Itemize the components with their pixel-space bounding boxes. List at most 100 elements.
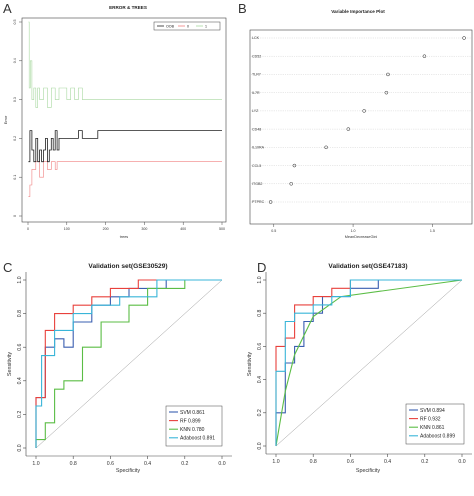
- panel-a-plot-frame: [21, 17, 227, 223]
- panel-c-y-tick-label: 0.6: [17, 343, 23, 350]
- panel-b-point: [422, 54, 427, 58]
- panel-c-y-tick-label: 0.8: [17, 310, 23, 317]
- panel-d-x-tick-label: 0.8: [310, 459, 317, 465]
- panel-c: Validation set(GSE30529) 1.0 0.8 0.6 0.4 0.2…: [7, 263, 232, 474]
- panel-b-variable-label: TLR7: [252, 73, 261, 77]
- panel-c-y-tick-label: 0.4: [17, 377, 23, 384]
- panel-d-x-tick-label: 0.2: [421, 459, 428, 465]
- panel-b-plot-frame: [249, 29, 473, 225]
- panel-d-y-tick-label: 0.6: [257, 343, 263, 350]
- panel-b-x-label: MeanDecreaseGini: [345, 235, 378, 239]
- panel-a-legend-1: 1: [205, 24, 207, 28]
- panel-d-legend: SVM 0.894 RF 0.932 KNN 0.861 Adaboost 0.899: [405, 403, 465, 445]
- panel-d-legend-entry: Adaboost 0.899: [420, 434, 455, 440]
- panel-a-legend-box: [153, 21, 221, 31]
- panel-d-roc-svm: [275, 279, 462, 446]
- panel-b: Variable Importance Plot LCK CD52 TLR7 IL7R…: [249, 9, 473, 239]
- panel-b-variable-label: IL7R: [252, 91, 260, 95]
- panel-d-ticks: 1.0 0.8 0.6 0.4 0.2 0.0 0.0 0.2 0.4 0.6 0.8 1.0: [257, 276, 466, 465]
- panel-d-roc-knn: [275, 279, 463, 447]
- panel-a-x-label: trees: [120, 235, 129, 239]
- panel-letter-b: B: [238, 1, 247, 16]
- panel-d-legend-entry: SVM 0.894: [420, 408, 445, 414]
- panel-c-ticks: 1.0 0.8 0.6 0.4 0.2 0.0 0.0 0.2 0.4 0.6 0.8 1.0: [17, 276, 226, 467]
- panel-a-y-tick-label: 0.3: [13, 97, 17, 102]
- panel-b-point: [292, 163, 297, 168]
- panel-c-legend: SVM 0.861 RF 0.899 KNN 0.780 Adaboost 0.891: [165, 405, 223, 447]
- panel-c-x-tick-label: 0.8: [70, 461, 77, 467]
- panel-b-variable-label: LYZ: [252, 109, 259, 113]
- panel-c-roc-rf: [35, 279, 222, 448]
- panel-c-legend-box: [165, 405, 223, 447]
- panel-c-title: Validation set(GSE30529): [88, 263, 167, 270]
- panel-a-x-tick-label: 0: [27, 227, 29, 231]
- panel-d-y-tick-label: 0.8: [257, 309, 263, 316]
- panel-b-point: [289, 182, 293, 186]
- panel-d-x-tick-label: 0.4: [384, 459, 391, 465]
- panel-letter-d: D: [257, 260, 266, 275]
- panel-c-x-tick-label: 0.2: [181, 461, 188, 467]
- panel-letter-c: C: [3, 260, 12, 275]
- panel-a-x-tick-label: 500: [219, 227, 225, 231]
- panel-c-y-tick-label: 0.2: [17, 411, 23, 418]
- panel-a-line-0: [28, 161, 222, 197]
- panel-c-y-tick-label: 1.0: [17, 276, 23, 283]
- panel-d-legend-entry: RF 0.932: [420, 416, 441, 422]
- panel-c-series: [35, 279, 222, 448]
- panel-a-y-tick-label: 0.2: [13, 136, 17, 141]
- panel-a-y-tick-label: 0.4: [13, 58, 17, 63]
- panel-b-variable-label: CCL5: [252, 164, 261, 168]
- panel-a-legend: OOB 0 1: [153, 21, 221, 31]
- panel-a-y-label: Error: [4, 115, 8, 124]
- panel-b-x-tick-label: 1.0: [351, 229, 356, 233]
- panel-b-x-tick-label: 0.5: [271, 229, 276, 233]
- panel-c-legend-entry: RF 0.899: [180, 418, 201, 424]
- panel-c-x-label: Specificity: [116, 468, 141, 474]
- panel-b-variable-label: ITGB2: [252, 182, 262, 186]
- panel-a-x-tick-label: 300: [141, 227, 147, 231]
- panel-b-variable-label: CD48: [252, 127, 261, 131]
- panel-a-legend-oob: OOB: [166, 24, 175, 28]
- panel-d-x-tick-label: 0.0: [458, 459, 465, 465]
- panel-b-point: [268, 200, 273, 204]
- panel-a-legend-0: 0: [187, 24, 189, 28]
- panel-b-point: [346, 127, 351, 131]
- panel-b-rows: LCK CD52 TLR7 IL7R LYZ CD48 IL10RA CCL5 ITGB2 PTP…: [251, 36, 471, 204]
- panel-d-x-label: Specificity: [356, 468, 381, 474]
- panel-a-x-tick-label: 200: [103, 227, 109, 231]
- panel-b-ticks: 0.5 1.0 1.5: [271, 224, 435, 233]
- panel-d-y-tick-label: 0.0: [257, 442, 263, 449]
- panel-a-line-oob: [28, 130, 222, 163]
- panel-b-variable-label: CD52: [252, 54, 261, 58]
- panel-d-roc-adaboost: [275, 279, 462, 446]
- panel-c-x-tick-label: 0.4: [144, 461, 151, 467]
- panel-c-x-tick-label: 0.0: [218, 461, 225, 467]
- panel-b-variable-label: IL10RA: [252, 146, 265, 150]
- panel-d-y-tick-label: 0.4: [257, 376, 263, 383]
- panel-d-diagonal: [275, 279, 463, 447]
- panel-a-title: ERROR & TREES: [109, 5, 147, 10]
- panel-b-point: [324, 145, 328, 150]
- panel-letter-a: A: [3, 1, 12, 16]
- panel-a: ERROR & TREES 0 100 200 300 400 500 0 0.1 0.2 0.3…: [4, 5, 227, 239]
- panel-d-series: [275, 279, 463, 447]
- panel-d-x-tick-label: 1.0: [272, 459, 279, 465]
- panel-b-point: [462, 36, 466, 40]
- panel-d-y-label: Sensitivity: [247, 352, 253, 377]
- panel-c-legend-entry: SVM 0.861: [180, 410, 205, 416]
- panel-d-y-tick-label: 0.2: [257, 409, 263, 416]
- panel-c-y-label: Sensitivity: [7, 352, 13, 377]
- panel-c-roc-adaboost: [35, 279, 222, 448]
- panel-d-x-tick-label: 0.6: [347, 459, 354, 465]
- panel-a-x-tick-label: 100: [64, 227, 70, 231]
- panel-c-legend-entry: KNN 0.780: [180, 427, 205, 433]
- panel-b-title: Variable Importance Plot: [331, 9, 385, 14]
- panel-b-point: [362, 109, 366, 113]
- panel-b-variable-label: LCK: [252, 36, 260, 40]
- panel-d-y-tick-label: 1.0: [257, 276, 263, 283]
- panel-a-y-tick-label: 0.1: [13, 175, 17, 180]
- panel-c-y-tick-label: 0.0: [17, 444, 23, 451]
- panel-c-roc-knn: [35, 279, 222, 448]
- panel-d-legend-entry: KNN 0.861: [420, 425, 445, 431]
